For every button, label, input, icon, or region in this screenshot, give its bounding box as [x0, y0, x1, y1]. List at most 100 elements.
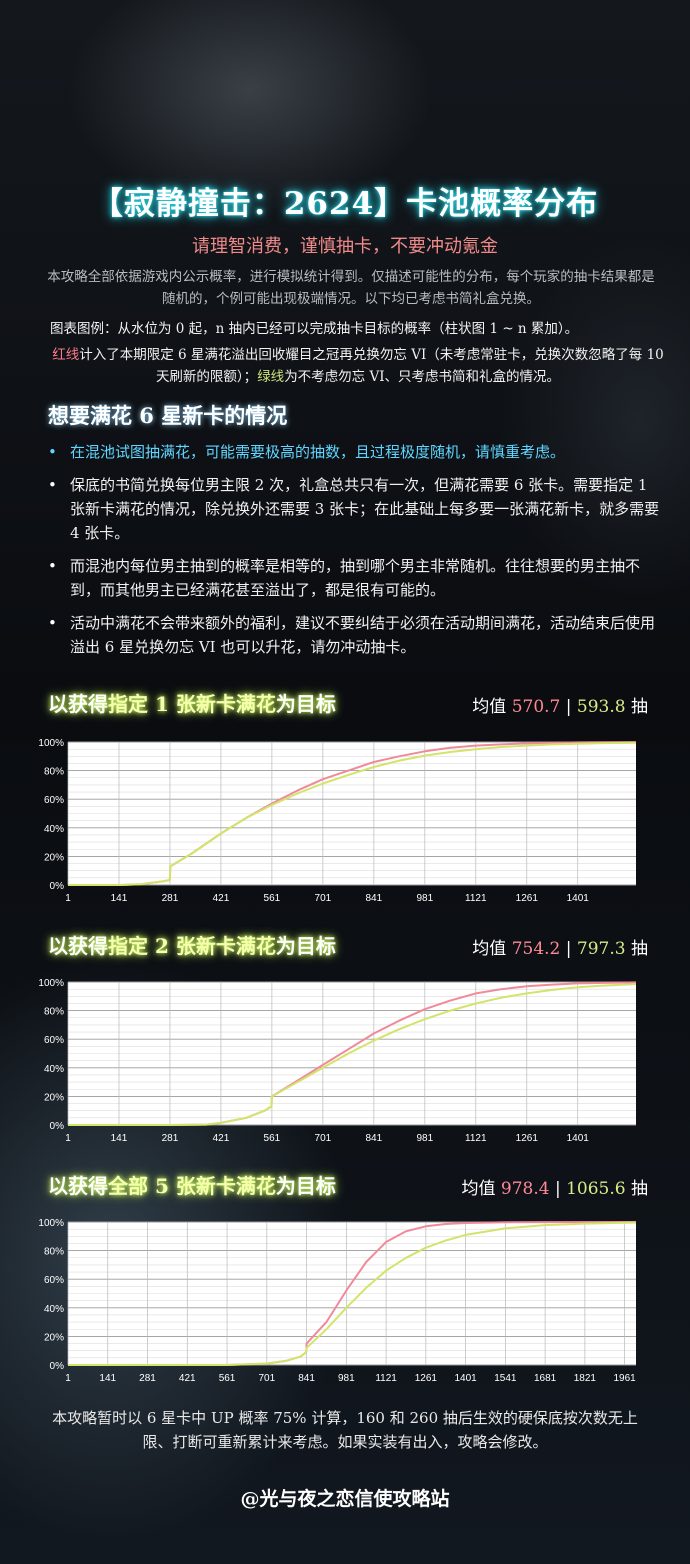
avg-unit: 抽: [631, 697, 648, 717]
y-tick-label: 80%: [44, 767, 64, 778]
x-tick-label: 1121: [465, 893, 487, 904]
y-tick-label: 100%: [38, 978, 64, 989]
x-tick-label: 561: [264, 1133, 281, 1144]
y-tick-label: 0%: [50, 1121, 65, 1132]
tip-item: 在混池试图抽满花，可能需要极高的抽数，且过程极度随机，请慎重考虑。: [46, 440, 666, 464]
chart-1-header: 以获得指定 1 张新卡满花为目标 均值 570.7 | 593.8 抽: [48, 688, 648, 718]
x-tick-label: 281: [162, 893, 179, 904]
x-tick-label: 701: [258, 1373, 275, 1384]
section-heading: 想要满花 6 星新卡的情况: [48, 403, 288, 428]
tip-item: 活动中满花不会带来额外的福利，建议不要纠结于必须在活动期间满花，活动结束后使用溢…: [46, 611, 666, 659]
chart-2-title-highlight: 指定 2 张新卡满花: [108, 934, 276, 958]
y-tick-label: 100%: [38, 1218, 64, 1229]
green-line-label: 绿线: [257, 369, 285, 385]
avg-green-value: 593.8: [576, 697, 626, 717]
x-tick-label: 1261: [516, 1133, 539, 1144]
red-line-label: 红线: [52, 347, 80, 363]
x-tick-label: 561: [219, 1373, 236, 1384]
y-tick-label: 20%: [44, 1332, 64, 1343]
x-tick-label: 841: [298, 1373, 315, 1384]
chart-2-average: 均值 754.2 | 797.3 抽: [472, 934, 648, 959]
avg-green-value: 1065.6: [566, 1179, 626, 1199]
x-tick-label: 421: [213, 893, 230, 904]
x-tick-label: 141: [111, 893, 128, 904]
page-subtitle: 请理智消费，谨慎抽卡，不要冲动氪金: [192, 236, 498, 257]
x-tick-label: 561: [264, 893, 281, 904]
x-tick-label: 1401: [454, 1373, 477, 1384]
y-tick-label: 0%: [50, 881, 65, 892]
chart-3-header: 以获得全部 5 张新卡满花为目标 均值 978.4 | 1065.6 抽: [48, 1170, 648, 1200]
y-tick-label: 40%: [44, 1064, 64, 1075]
series-line-green: [68, 1221, 637, 1366]
y-tick-label: 60%: [44, 795, 64, 806]
x-tick-label: 141: [111, 1133, 128, 1144]
avg-unit: 抽: [631, 1179, 648, 1199]
chart-1-title-highlight: 指定 1 张新卡满花: [108, 692, 276, 716]
avg-label: 均值: [461, 1179, 496, 1199]
intro-text: 本攻略全部依据游戏内公示概率，进行模拟统计得到。仅描述可能性的分布，每个玩家的抽…: [47, 269, 655, 307]
legend-note: 图表图例：从水位为 0 起，n 抽内已经可以完成抽卡目标的概率（柱状图 1 ~ …: [50, 321, 579, 337]
x-tick-label: 1121: [465, 1133, 487, 1144]
x-tick-label: 1541: [494, 1373, 517, 1384]
x-tick-label: 281: [139, 1373, 156, 1384]
chart-3-title-highlight: 全部 5 张新卡满花: [108, 1174, 276, 1198]
x-tick-label: 421: [213, 1133, 230, 1144]
y-tick-label: 100%: [38, 738, 64, 749]
chart-3-title-post: 为目标: [275, 1174, 336, 1198]
x-tick-label: 1: [65, 1373, 71, 1384]
chart-3: 0% 20% 40% 60% 80% 100% 1 141 281 421 561 701 841 981…: [30, 1210, 642, 1388]
x-tick-label: 421: [179, 1373, 196, 1384]
chart-2-svg: 0% 20% 40% 60% 80% 100% 1 141 281 421 561 701 841 981…: [38, 978, 637, 1144]
x-tick-label: 841: [366, 1133, 383, 1144]
y-tick-label: 20%: [44, 852, 64, 863]
chart-3-svg: 0% 20% 40% 60% 80% 100% 1 141 281 421 561 701 841 981…: [38, 1218, 637, 1384]
chart-2-title-pre: 以获得: [48, 934, 108, 958]
chart-3-title: 以获得全部 5 张新卡满花为目标: [48, 1170, 336, 1199]
footer-note: 本攻略暂时以 6 星卡中 UP 概率 75% 计算，160 和 260 抽后生效…: [52, 1409, 638, 1451]
red-line-text: 计入了本期限定 6 星满花溢出回收耀目之冠再兑换勿忘 VI（未考虑常驻卡，兑换次…: [79, 347, 664, 385]
avg-green-value: 797.3: [576, 939, 626, 959]
y-tick-label: 40%: [44, 1304, 64, 1315]
line-legend: 红线计入了本期限定 6 星满花溢出回收耀目之冠再兑换勿忘 VI（未考虑常驻卡，兑…: [48, 344, 668, 388]
tips-list: 在混池试图抽满花，可能需要极高的抽数，且过程极度随机，请慎重考虑。 保底的书简兑…: [46, 440, 666, 668]
tip-item: 而混池内每位男主抽到的概率是相等的，抽到哪个男主非常随机。往往想要的男主抽不到，…: [46, 554, 666, 602]
x-tick-label: 1681: [534, 1373, 557, 1384]
y-tick-label: 0%: [50, 1361, 65, 1372]
x-tick-label: 281: [162, 1133, 179, 1144]
x-tick-label: 981: [416, 1133, 433, 1144]
chart-2: 0% 20% 40% 60% 80% 100% 1 141 281 421 561 701 841 981…: [30, 970, 642, 1148]
x-tick-label: 1121: [375, 1373, 397, 1384]
x-tick-label: 981: [416, 893, 433, 904]
x-tick-label: 1961: [614, 1373, 637, 1384]
chart-1-svg: 0% 20% 40% 60% 80% 100% 1 141 281 421 561 701 841 981…: [38, 738, 637, 904]
x-tick-label: 701: [315, 893, 332, 904]
x-tick-label: 1401: [567, 1133, 590, 1144]
avg-label: 均值: [472, 939, 507, 959]
avg-label: 均值: [472, 697, 507, 717]
x-tick-label: 1: [65, 1133, 71, 1144]
series-line-green: [68, 983, 637, 1126]
tip-item: 保底的书简兑换每位男主限 2 次，礼盒总共只有一次，但满花需要 6 张卡。需要指…: [46, 473, 666, 545]
chart-1-title-pre: 以获得: [48, 692, 108, 716]
avg-separator: |: [554, 1179, 561, 1199]
y-tick-label: 80%: [44, 1247, 64, 1258]
chart-1: 0% 20% 40% 60% 80% 100% 1 141 281 421 561 701 841 981…: [30, 730, 642, 908]
avg-separator: |: [565, 697, 572, 717]
avg-separator: |: [565, 939, 572, 959]
chart-1-title-post: 为目标: [275, 692, 336, 716]
green-line-text: 为不考虑勿忘 VI、只考虑书简和礼盒的情况。: [284, 369, 561, 385]
chart-3-title-pre: 以获得: [48, 1174, 108, 1198]
x-tick-label: 1821: [574, 1373, 597, 1384]
y-tick-label: 40%: [44, 824, 64, 835]
chart-1-average: 均值 570.7 | 593.8 抽: [472, 692, 648, 717]
y-tick-label: 20%: [44, 1092, 64, 1103]
y-tick-label: 60%: [44, 1035, 64, 1046]
x-tick-label: 841: [366, 893, 383, 904]
chart-2-title: 以获得指定 2 张新卡满花为目标: [48, 930, 336, 959]
chart-2-header: 以获得指定 2 张新卡满花为目标 均值 754.2 | 797.3 抽: [48, 930, 648, 960]
x-tick-label: 1: [65, 893, 71, 904]
y-tick-label: 80%: [44, 1007, 64, 1018]
chart-2-title-post: 为目标: [275, 934, 336, 958]
avg-red-value: 754.2: [511, 939, 561, 959]
page-title: 【寂静撞击：2624】卡池概率分布: [91, 186, 599, 222]
